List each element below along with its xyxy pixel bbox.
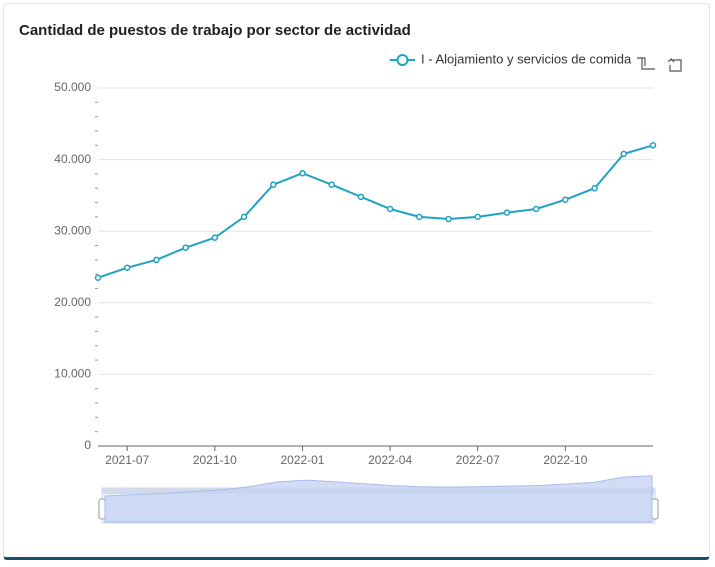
y-tick-label: 50.000: [54, 80, 91, 94]
point: [562, 196, 569, 203]
x-tick-label: 2021-10: [193, 453, 237, 467]
point: [182, 244, 189, 251]
point: [240, 213, 248, 221]
restore-icon[interactable]: [667, 58, 682, 72]
toolbox[interactable]: [637, 57, 682, 72]
legend-label: I - Alojamiento y servicios de comida: [421, 51, 632, 66]
point: [532, 205, 540, 213]
point: [503, 209, 511, 216]
zoom-handle[interactable]: [651, 498, 659, 520]
zoom-preview: [104, 475, 653, 523]
y-tick-label: 0: [84, 438, 91, 452]
point: [591, 184, 598, 192]
point: [386, 205, 394, 213]
point: [153, 256, 160, 264]
y-tick-label: 30.000: [54, 223, 91, 237]
chart-title: Cantidad de puestos de trabajo por secto…: [19, 22, 411, 39]
point: [416, 213, 423, 221]
line: [97, 144, 654, 279]
point: [474, 213, 481, 221]
point: [123, 264, 131, 271]
y-tick-label: 20.000: [54, 295, 91, 309]
x-tick-label: 2022-01: [280, 453, 324, 467]
zoom-icon[interactable]: [637, 57, 655, 70]
point: [445, 215, 452, 223]
point: [299, 169, 306, 177]
x-tick-label: 2021-07: [105, 453, 149, 467]
point: [649, 142, 657, 149]
point: [211, 234, 219, 241]
y-tick-label: 40.000: [54, 152, 91, 166]
point: [94, 274, 102, 281]
point: [357, 193, 365, 201]
x-tick-label: 2022-07: [456, 453, 500, 467]
x-tick-label: 2022-10: [543, 453, 587, 467]
point: [328, 181, 335, 188]
point: [270, 181, 277, 188]
point: [620, 150, 628, 158]
x-tick-label: 2022-04: [368, 453, 412, 467]
y-tick-label: 10.000: [54, 367, 91, 381]
zoom-handle[interactable]: [98, 498, 106, 520]
legend-marker: [396, 54, 409, 66]
card: [3, 3, 710, 560]
